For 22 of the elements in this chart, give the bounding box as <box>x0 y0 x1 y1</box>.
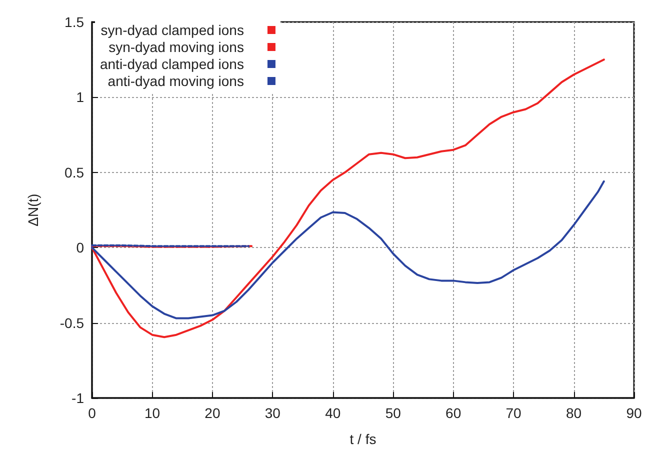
x-tick-label: 20 <box>204 405 220 421</box>
x-tick-label: 0 <box>88 405 96 421</box>
y-tick-label: 0.5 <box>64 164 84 180</box>
x-tick-label: 60 <box>446 405 462 421</box>
y-axis-title: ΔN(t) <box>25 194 41 226</box>
legend-label: anti-dyad clamped ions <box>100 56 244 72</box>
x-tick-label: 70 <box>506 405 522 421</box>
y-tick-label: 0 <box>76 240 84 256</box>
x-tick-label: 40 <box>325 405 341 421</box>
y-tick-label: 1 <box>76 89 84 106</box>
legend-label: anti-dyad moving ions <box>108 73 244 89</box>
x-axis-title: t / fs <box>350 431 376 447</box>
x-tick-label: 90 <box>626 405 642 421</box>
legend-label: syn-dyad clamped ions <box>100 22 244 38</box>
x-tick-label: 50 <box>385 405 402 421</box>
legend-label: syn-dyad moving ions <box>108 39 244 55</box>
y-tick-label: -1 <box>72 390 84 406</box>
y-tick-label: 1.5 <box>64 14 84 30</box>
y-tick-label: -0.5 <box>60 314 84 331</box>
x-tick-label: 30 <box>264 405 281 421</box>
x-tick-label: 80 <box>566 405 582 421</box>
x-tick-label: 10 <box>144 405 160 421</box>
